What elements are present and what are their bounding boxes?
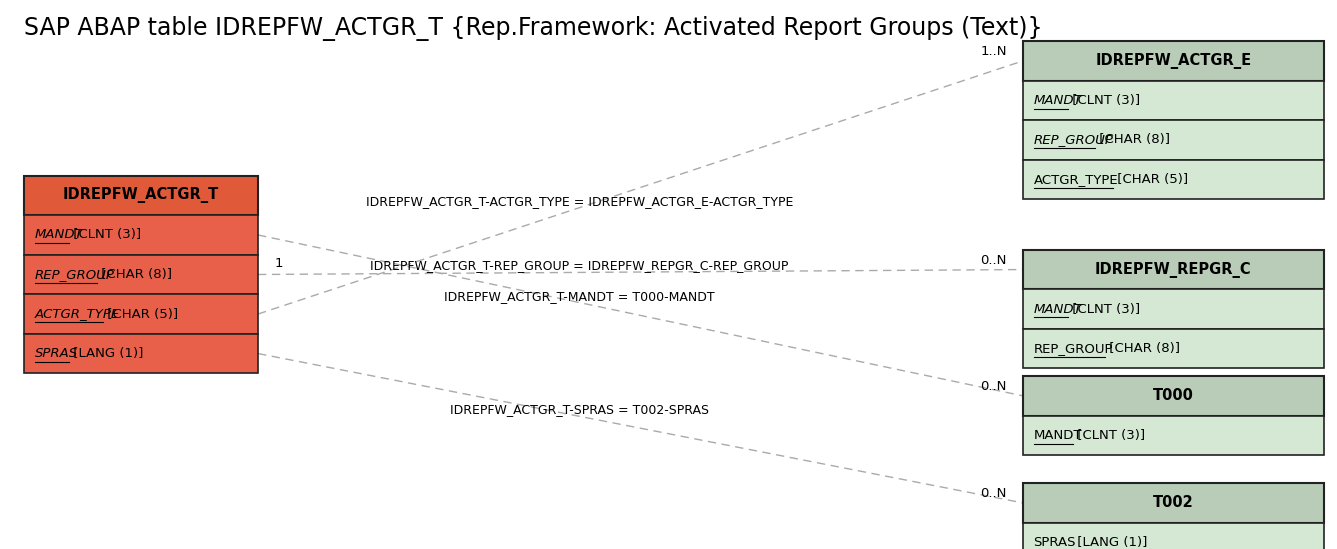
Bar [24,294,258,334]
Bar [1023,523,1324,549]
Bar [1023,329,1324,368]
Text: IDREPFW_ACTGR_T: IDREPFW_ACTGR_T [63,187,219,204]
Text: IDREPFW_ACTGR_E: IDREPFW_ACTGR_E [1095,53,1251,69]
Text: 0..N: 0..N [980,254,1007,267]
Text: IDREPFW_REPGR_C: IDREPFW_REPGR_C [1095,261,1251,278]
Text: [CHAR (8)]: [CHAR (8)] [1095,133,1170,147]
Bar [1023,120,1324,160]
Text: T000: T000 [1152,388,1194,404]
Text: MANDT: MANDT [1034,429,1082,442]
Text: [CHAR (8)]: [CHAR (8)] [1104,342,1179,355]
Text: 0..N: 0..N [980,380,1007,393]
Bar [1023,416,1324,455]
Text: MANDT: MANDT [1034,94,1082,107]
Bar [1023,376,1324,416]
Bar [24,334,258,373]
Bar [1023,41,1324,81]
Text: [CLNT (3)]: [CLNT (3)] [1068,302,1140,316]
Text: ACTGR_TYPE: ACTGR_TYPE [1034,173,1118,186]
Text: [CHAR (8)]: [CHAR (8)] [96,268,171,281]
Text: [LANG (1)]: [LANG (1)] [1074,536,1147,549]
Text: [CHAR (5)]: [CHAR (5)] [1112,173,1187,186]
Text: IDREPFW_ACTGR_T-MANDT = T000-MANDT: IDREPFW_ACTGR_T-MANDT = T000-MANDT [444,289,714,302]
Text: T002: T002 [1152,495,1194,511]
Text: MANDT: MANDT [1034,302,1082,316]
Text: REP_GROUP: REP_GROUP [1034,133,1114,147]
Text: REP_GROUP: REP_GROUP [35,268,115,281]
Text: MANDT: MANDT [35,228,83,242]
Text: SPRAS: SPRAS [1034,536,1076,549]
Bar [1023,483,1324,523]
Text: REP_GROUP: REP_GROUP [1034,342,1112,355]
Text: IDREPFW_ACTGR_T-ACTGR_TYPE = IDREPFW_ACTGR_E-ACTGR_TYPE: IDREPFW_ACTGR_T-ACTGR_TYPE = IDREPFW_ACT… [365,195,793,208]
Text: IDREPFW_ACTGR_T-SPRAS = T002-SPRAS: IDREPFW_ACTGR_T-SPRAS = T002-SPRAS [449,404,709,416]
Text: 1..N: 1..N [980,45,1007,58]
Bar [1023,160,1324,199]
Text: 0..N: 0..N [980,487,1007,500]
Text: [CLNT (3)]: [CLNT (3)] [1068,94,1140,107]
Text: [CLNT (3)]: [CLNT (3)] [1074,429,1146,442]
Bar [1023,81,1324,120]
Text: [CLNT (3)]: [CLNT (3)] [70,228,142,242]
Text: [LANG (1)]: [LANG (1)] [70,347,143,360]
Text: IDREPFW_ACTGR_T-REP_GROUP = IDREPFW_REPGR_C-REP_GROUP: IDREPFW_ACTGR_T-REP_GROUP = IDREPFW_REPG… [370,260,789,272]
Bar [1023,250,1324,289]
Text: SPRAS: SPRAS [35,347,78,360]
Text: SAP ABAP table IDREPFW_ACTGR_T {Rep.Framework: Activated Report Groups (Text)}: SAP ABAP table IDREPFW_ACTGR_T {Rep.Fram… [24,16,1043,42]
Text: 1: 1 [274,257,282,270]
Bar [24,176,258,215]
Bar [1023,289,1324,329]
Bar [24,215,258,255]
Text: ACTGR_TYPE: ACTGR_TYPE [35,307,120,321]
Text: [CHAR (5)]: [CHAR (5)] [103,307,179,321]
Bar [24,255,258,294]
